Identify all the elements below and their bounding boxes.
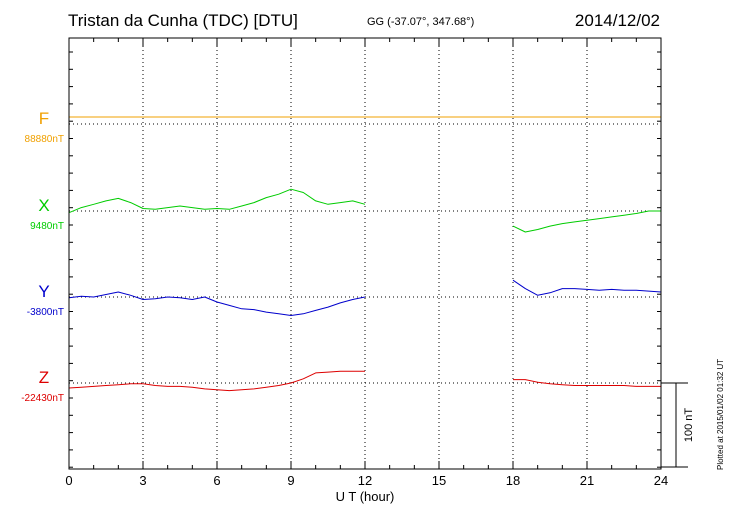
series-name-Y: Y xyxy=(38,282,49,301)
x-tick-label: 18 xyxy=(506,473,520,488)
x-tick-label: 0 xyxy=(65,473,72,488)
label-layer: 0 3 6 9 12 15 18 21 24 U T (hour) F 88880nT X 9480nT Y… xyxy=(21,109,695,504)
trace-layer xyxy=(68,116,662,392)
x-tick-label: 6 xyxy=(213,473,220,488)
series-name-F: F xyxy=(39,109,49,128)
date-label: 2014/12/02 xyxy=(574,11,660,30)
trace-Z xyxy=(68,370,661,392)
trace-Y xyxy=(68,279,662,316)
x-tick-label: 9 xyxy=(287,473,294,488)
trace-X xyxy=(68,188,661,233)
series-baseline-label-X: 9480nT xyxy=(30,221,64,232)
x-tick-label: 21 xyxy=(580,473,594,488)
plotted-timestamp: Plotted at 2015/01/02 01:32 UT xyxy=(716,358,725,470)
x-tick-label: 12 xyxy=(358,473,372,488)
grid-layer xyxy=(142,38,588,469)
axis-layer xyxy=(68,37,688,470)
series-baseline-label-Y: -3800nT xyxy=(27,307,64,318)
series-name-X: X xyxy=(38,196,49,215)
station-title: Tristan da Cunha (TDC) [DTU] xyxy=(68,11,298,30)
series-name-Z: Z xyxy=(39,368,49,387)
series-baseline-label-F: 88880nT xyxy=(25,134,64,145)
x-tick-label: 3 xyxy=(139,473,146,488)
x-tick-label: 24 xyxy=(654,473,668,488)
scale-bar-label: 100 nT xyxy=(683,408,695,443)
x-tick-label: 15 xyxy=(432,473,446,488)
x-axis-label: U T (hour) xyxy=(336,489,395,504)
series-baseline-label-Z: -22430nT xyxy=(21,393,64,404)
coordinates-label: GG (-37.07°, 347.68°) xyxy=(367,16,475,28)
